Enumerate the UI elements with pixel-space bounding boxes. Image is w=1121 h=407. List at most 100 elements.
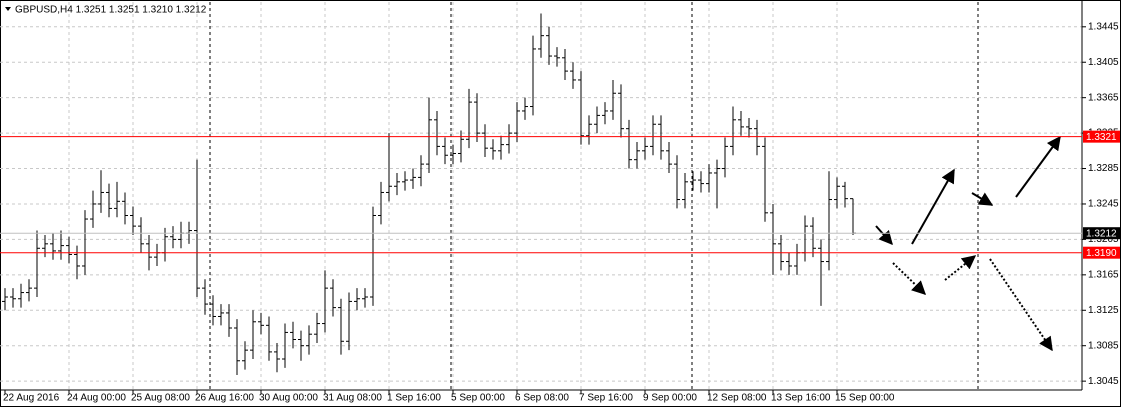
x-tick-label: 22 Aug 2016 [3,393,60,404]
ohlc-bar [90,190,96,228]
ohlc-bar [450,144,456,165]
ohlc-bar [594,106,600,134]
arrow [875,225,893,246]
ohlc-bar [34,230,40,297]
ohlc-bar [410,168,416,189]
y-tick-label: 1.3405 [1088,57,1119,68]
ohlc-bar [458,130,464,163]
level-label: 1.3212 [1086,228,1117,239]
ohlc-bar [250,310,256,359]
arrow-dotted [944,255,977,281]
ohlc-bar [490,139,496,160]
ohlc-bar [258,312,264,335]
ohlc-bar [378,181,384,225]
ohlc-bar [498,135,504,160]
ohlc-bar [442,137,448,165]
arrow [1015,135,1061,198]
ohlc-bar [58,230,64,260]
y-tick-label: 1.3165 [1088,269,1119,280]
y-tick-label: 1.3285 [1088,163,1119,174]
level-label: 1.3321 [1086,132,1117,143]
ohlc-bar [394,172,400,196]
x-tick-label: 13 Sep 16:00 [771,393,831,404]
ohlc-bar [514,102,520,142]
ohlc-bar [66,236,72,264]
ohlc-bar [626,119,632,169]
ohlc-bar [482,124,488,158]
level-label-box [1083,246,1120,259]
ohlc-bar [338,298,344,355]
ohlc-bar [370,206,376,306]
ohlc-bar [10,288,16,308]
x-tick-label: 24 Aug 00:00 [67,393,126,404]
ohlc-bar [474,93,480,142]
level-label-box [1083,227,1120,240]
ohlc-bar [266,316,272,361]
ohlc-bar [714,159,720,209]
x-tick-label: 26 Aug 16:00 [195,393,254,404]
arrow-dotted [892,262,927,295]
ohlc-bar [50,233,56,260]
ohlc-bar [538,13,544,58]
ohlc-bar [642,137,648,160]
x-tick-label: 9 Sep 00:00 [643,393,697,404]
ohlc-bar [818,239,824,306]
ohlc-bar [826,171,832,271]
ohlc-bar [618,84,624,138]
ohlc-bar [306,325,312,355]
arrow [911,168,955,245]
chart-title: GBPUSD,H4 1.3251 1.3251 1.3210 1.3212 [15,5,207,16]
title-icon [5,7,11,11]
ohlc-bar [634,141,640,169]
ohlc-bar [242,341,248,370]
ohlc-bar [74,245,80,280]
y-tick-label: 1.3085 [1088,340,1119,351]
x-tick-label: 25 Aug 08:00 [131,393,190,404]
x-tick-label: 12 Sep 08:00 [707,393,767,404]
ohlc-bar [274,343,280,373]
y-tick-label: 1.3445 [1088,21,1119,32]
ohlc-bar [426,97,432,173]
ohlc-bar [202,279,208,315]
ohlc-bar [570,62,576,89]
ohlc-bar [506,124,512,154]
ohlc-bar [810,217,816,258]
ohlc-bar [42,234,48,258]
ohlc-bar [698,171,704,193]
ohlc-bar [130,206,136,235]
ohlc-bar [282,323,288,368]
ohlc-bar [354,288,360,311]
ohlc-bar [434,110,440,156]
ohlc-bar [562,48,568,80]
ohlc-bar [386,133,392,202]
ohlc-bar [722,137,728,178]
ohlc-bar [362,288,368,308]
y-tick-label: 1.3205 [1088,234,1119,245]
ohlc-bar [298,330,304,361]
x-tick-label: 6 Sep 08:00 [515,393,569,404]
ohlc-bar [346,292,352,351]
ohlc-bar [690,171,696,191]
y-tick-label: 1.3045 [1088,376,1119,387]
ohlc-bar [754,119,760,156]
ohlc-bar [842,181,848,208]
ohlc-bar [226,304,232,337]
ohlc-bar [138,217,144,253]
ohlc-bar [98,170,104,213]
ohlc-bar [194,159,200,297]
ohlc-bar [554,47,560,67]
ohlc-bar [106,183,112,218]
x-tick-label: 15 Sep 00:00 [835,393,895,404]
ohlc-bar [682,172,688,209]
level-label-box [1083,130,1120,143]
x-tick-label: 5 Sep 00:00 [451,393,505,404]
ohlc-bar [706,164,712,193]
ohlc-bar [658,115,664,160]
ohlc-bar [218,304,224,326]
annotation-arrows [875,135,1061,352]
x-tick-label: 30 Aug 00:00 [259,393,318,404]
ohlc-bar [114,181,120,218]
ohlc-bar [82,210,88,275]
